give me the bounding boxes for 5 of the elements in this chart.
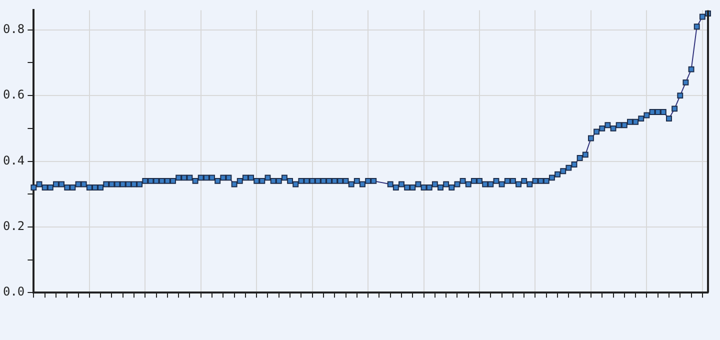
y-tick-label: 0.8 (2, 22, 25, 36)
y-tick-label: 0.2 (2, 219, 25, 234)
y-tick-label: 0.4 (2, 153, 25, 168)
y-tick-label: 0.6 (2, 88, 25, 102)
y-tick-label: 0.0 (2, 284, 25, 299)
